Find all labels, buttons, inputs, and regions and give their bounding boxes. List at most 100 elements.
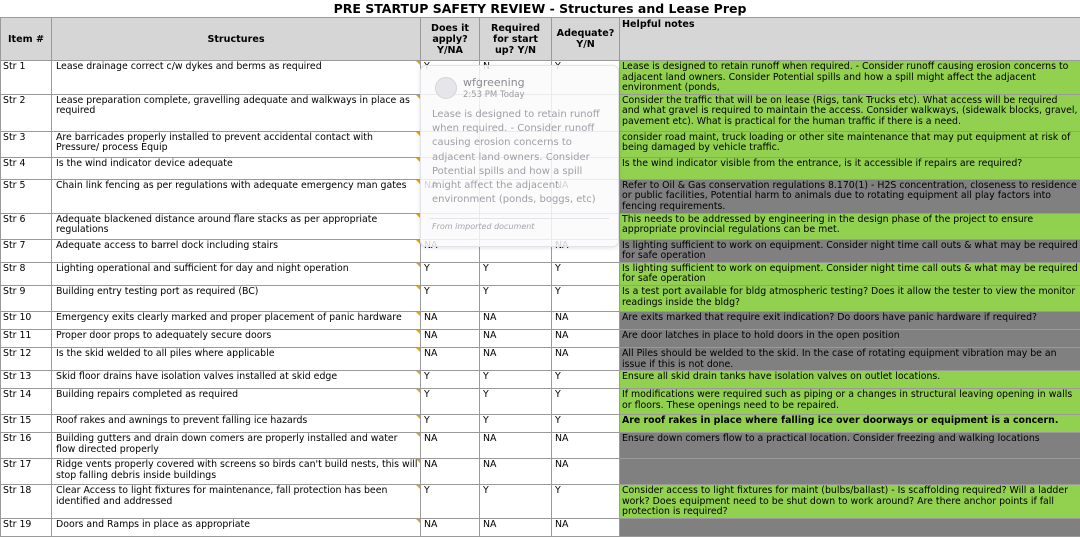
structure-cell[interactable]: Doors and Ramps in place as appropriate (52, 518, 421, 536)
note-cell[interactable]: Are roof rakes in place where falling ic… (620, 415, 1080, 433)
apply-cell[interactable]: NA (421, 311, 480, 329)
structure-cell[interactable]: Clear Access to light fixtures for maint… (52, 485, 421, 519)
comment-indicator-icon[interactable] (416, 61, 420, 65)
note-cell[interactable]: Ensure all skid drain tanks have isolati… (620, 371, 1080, 389)
adequate-cell[interactable]: Y (552, 371, 620, 389)
structure-cell[interactable]: Building gutters and drain down comers a… (52, 433, 421, 459)
item-cell[interactable]: Str 8 (1, 262, 52, 285)
item-cell[interactable]: Str 3 (1, 131, 52, 157)
item-cell[interactable]: Str 13 (1, 371, 52, 389)
apply-cell[interactable]: Y (421, 389, 480, 415)
adequate-cell[interactable]: NA (552, 347, 620, 370)
adequate-cell[interactable]: NA (552, 329, 620, 347)
comment-indicator-icon[interactable] (416, 459, 420, 463)
structure-cell[interactable]: Is the skid welded to all piles where ap… (52, 347, 421, 370)
apply-cell[interactable]: Y (421, 262, 480, 285)
item-cell[interactable]: Str 17 (1, 459, 52, 485)
note-cell[interactable] (620, 518, 1080, 536)
apply-cell[interactable]: Y (421, 371, 480, 389)
structure-cell[interactable]: Emergency exits clearly marked and prope… (52, 311, 421, 329)
required-cell[interactable]: NA (480, 311, 552, 329)
structure-cell[interactable]: Is the wind indicator device adequate (52, 157, 421, 179)
note-cell[interactable]: Are door latches in place to hold doors … (620, 329, 1080, 347)
item-cell[interactable]: Str 5 (1, 179, 52, 213)
note-cell[interactable]: Is the wind indicator visible from the e… (620, 157, 1080, 179)
comment-indicator-icon[interactable] (416, 330, 420, 334)
note-cell[interactable]: All Piles should be welded to the skid. … (620, 347, 1080, 370)
structure-cell[interactable]: Ridge vents properly covered with screen… (52, 459, 421, 485)
structure-cell[interactable]: Adequate access to barrel dock including… (52, 239, 421, 262)
note-cell[interactable]: Is a test port available for bldg atmosp… (620, 285, 1080, 311)
note-cell[interactable] (620, 459, 1080, 485)
note-cell[interactable]: Is lighting sufficient to work on equipm… (620, 239, 1080, 262)
note-cell[interactable]: Is lighting sufficient to work on equipm… (620, 262, 1080, 285)
apply-cell[interactable]: Y (421, 285, 480, 311)
required-cell[interactable]: NA (480, 329, 552, 347)
item-cell[interactable]: Str 14 (1, 389, 52, 415)
comment-popup[interactable]: wfgreening 2:53 PM Today Lease is design… (420, 65, 619, 247)
structure-cell[interactable]: Chain link fencing as per regulations wi… (52, 179, 421, 213)
item-cell[interactable]: Str 18 (1, 485, 52, 519)
adequate-cell[interactable]: NA (552, 459, 620, 485)
note-cell[interactable]: Lease is designed to retain runoff when … (620, 61, 1080, 95)
comment-indicator-icon[interactable] (416, 389, 420, 393)
adequate-cell[interactable]: Y (552, 389, 620, 415)
note-cell[interactable]: Consider access to light fixtures for ma… (620, 485, 1080, 519)
header-notes[interactable]: Helpful notes (620, 18, 1080, 61)
required-cell[interactable]: NA (480, 518, 552, 536)
adequate-cell[interactable]: Y (552, 262, 620, 285)
structure-cell[interactable]: Are barricades properly installed to pre… (52, 131, 421, 157)
required-cell[interactable]: NA (480, 459, 552, 485)
required-cell[interactable]: Y (480, 285, 552, 311)
note-cell[interactable]: Consider the traffic that will be on lea… (620, 94, 1080, 131)
item-cell[interactable]: Str 15 (1, 415, 52, 433)
required-cell[interactable]: NA (480, 347, 552, 370)
comment-indicator-icon[interactable] (416, 415, 420, 419)
structure-cell[interactable]: Building repairs completed as required (52, 389, 421, 415)
required-cell[interactable]: Y (480, 389, 552, 415)
item-cell[interactable]: Str 9 (1, 285, 52, 311)
note-cell[interactable]: If modifications were required such as p… (620, 389, 1080, 415)
item-cell[interactable]: Str 4 (1, 157, 52, 179)
header-item[interactable]: Item # (1, 18, 52, 61)
structure-cell[interactable]: Building entry testing port as required … (52, 285, 421, 311)
header-adequate[interactable]: Adequate? Y/N (552, 18, 620, 61)
comment-indicator-icon[interactable] (416, 286, 420, 290)
comment-indicator-icon[interactable] (416, 485, 420, 489)
adequate-cell[interactable]: Y (552, 415, 620, 433)
comment-indicator-icon[interactable] (416, 312, 420, 316)
apply-cell[interactable]: NA (421, 347, 480, 370)
item-cell[interactable]: Str 10 (1, 311, 52, 329)
structure-cell[interactable]: Roof rakes and awnings to prevent fallin… (52, 415, 421, 433)
adequate-cell[interactable]: NA (552, 518, 620, 536)
adequate-cell[interactable]: Y (552, 485, 620, 519)
apply-cell[interactable]: Y (421, 415, 480, 433)
adequate-cell[interactable]: NA (552, 433, 620, 459)
note-cell[interactable]: consider road maint, truck loading or ot… (620, 131, 1080, 157)
note-cell[interactable]: Are exits marked that require exit indic… (620, 311, 1080, 329)
required-cell[interactable]: Y (480, 415, 552, 433)
apply-cell[interactable]: NA (421, 518, 480, 536)
comment-indicator-icon[interactable] (416, 263, 420, 267)
item-cell[interactable]: Str 12 (1, 347, 52, 370)
item-cell[interactable]: Str 16 (1, 433, 52, 459)
adequate-cell[interactable]: NA (552, 311, 620, 329)
comment-indicator-icon[interactable] (416, 519, 420, 523)
adequate-cell[interactable]: Y (552, 285, 620, 311)
item-cell[interactable]: Str 7 (1, 239, 52, 262)
comment-indicator-icon[interactable] (416, 433, 420, 437)
apply-cell[interactable]: NA (421, 433, 480, 459)
structure-cell[interactable]: Adequate blackened distance around flare… (52, 213, 421, 239)
item-cell[interactable]: Str 19 (1, 518, 52, 536)
required-cell[interactable]: Y (480, 262, 552, 285)
note-cell[interactable]: Refer to Oil & Gas conservation regulati… (620, 179, 1080, 213)
item-cell[interactable]: Str 2 (1, 94, 52, 131)
note-cell[interactable]: This needs to be addressed by engineerin… (620, 213, 1080, 239)
required-cell[interactable]: Y (480, 485, 552, 519)
header-apply[interactable]: Does it apply? Y/NA (421, 18, 480, 61)
header-required[interactable]: Required for start up? Y/N (480, 18, 552, 61)
structure-cell[interactable]: Skid floor drains have isolation valves … (52, 371, 421, 389)
structure-cell[interactable]: Lease preparation complete, gravelling a… (52, 94, 421, 131)
apply-cell[interactable]: NA (421, 329, 480, 347)
note-cell[interactable]: Ensure down comers flow to a practical l… (620, 433, 1080, 459)
